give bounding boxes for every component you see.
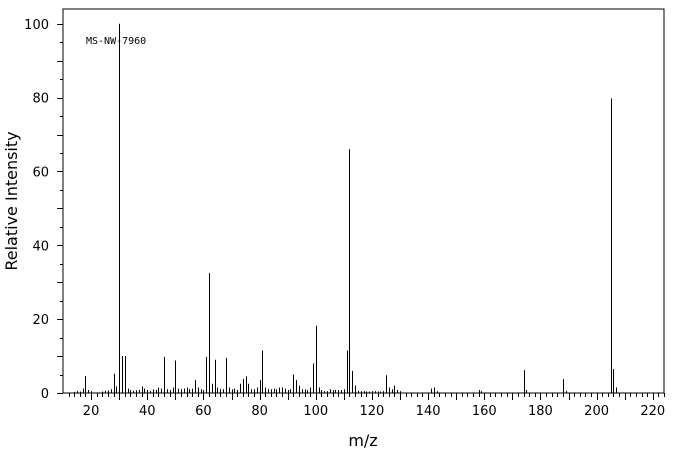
x-tick-label: 220 (640, 404, 665, 419)
ticks-layer: 20 40 60 80 100 120 140 160 180 200 220 0 20 40 60 80 10… (24, 18, 665, 419)
x-tick-label: 80 (251, 404, 268, 419)
y-axis-title: Relative Intensity (2, 131, 21, 270)
x-tick-label: 60 (195, 404, 212, 419)
y-tick-label: 100 (24, 18, 49, 33)
y-tick-label: 80 (32, 92, 49, 107)
bars-layer (74, 23, 617, 393)
x-tick-label: 100 (303, 404, 328, 419)
x-tick-label: 200 (584, 404, 609, 419)
y-tick-label: 0 (41, 387, 49, 402)
x-tick-label: 180 (528, 404, 553, 419)
x-tick-label: 20 (83, 404, 100, 419)
x-tick-label: 120 (360, 404, 385, 419)
plot-frame (62, 8, 665, 394)
x-tick-label: 160 (472, 404, 497, 419)
x-tick-label: 140 (416, 404, 441, 419)
y-tick-label: 60 (32, 165, 49, 180)
x-tick-label: 40 (139, 404, 156, 419)
y-tick-label: 40 (32, 239, 49, 254)
x-axis-title: m/z (348, 431, 377, 450)
y-tick-label: 20 (32, 313, 49, 328)
spectrum-annotation: MS-NW-7960 (86, 36, 146, 47)
